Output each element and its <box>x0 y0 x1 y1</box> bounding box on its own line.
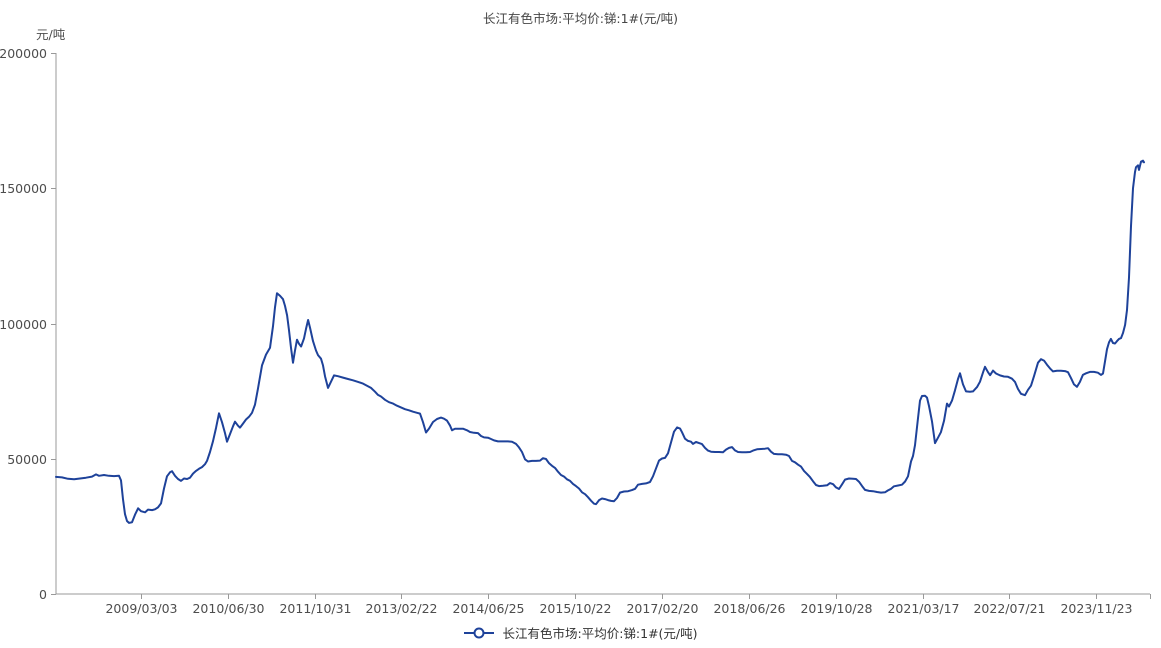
x-axis-tick-label: 2011/10/31 <box>279 601 351 616</box>
y-axis-tick-label: 50000 <box>7 452 47 467</box>
x-axis-tick-label: 2021/03/17 <box>887 601 959 616</box>
legend-label: 长江有色市场:平均价:锑:1#(元/吨) <box>502 626 698 641</box>
y-axis-tick-label: 150000 <box>0 181 47 196</box>
x-axis-tick-label: 2013/02/22 <box>365 601 437 616</box>
x-axis-tick-label: 2009/03/03 <box>105 601 177 616</box>
x-axis-tick-label: 2022/07/21 <box>973 601 1045 616</box>
x-axis-tick-label: 2014/06/25 <box>452 601 524 616</box>
x-axis-tick-label: 2010/06/30 <box>192 601 264 616</box>
x-axis-tick-label: 2015/10/22 <box>539 601 611 616</box>
line-series-legend-icon <box>464 627 495 638</box>
legend-item[interactable]: 长江有色市场:平均价:锑:1#(元/吨) <box>0 623 1161 642</box>
y-axis-unit-label: 元/吨 <box>36 27 66 42</box>
x-axis-tick-label: 2023/11/23 <box>1060 601 1132 616</box>
x-axis-tick-label: 2019/10/28 <box>800 601 872 616</box>
y-axis-tick-label: 100000 <box>0 317 47 332</box>
price-line-series <box>55 159 1145 524</box>
y-axis-tick-label: 0 <box>39 587 47 602</box>
y-axis-tick-label: 200000 <box>0 46 47 61</box>
chart-title: 长江有色市场:平均价:锑:1#(元/吨) <box>482 11 679 26</box>
x-axis-tick-label: 2018/06/26 <box>713 601 785 616</box>
x-axis-tick-label: 2017/02/20 <box>626 601 698 616</box>
